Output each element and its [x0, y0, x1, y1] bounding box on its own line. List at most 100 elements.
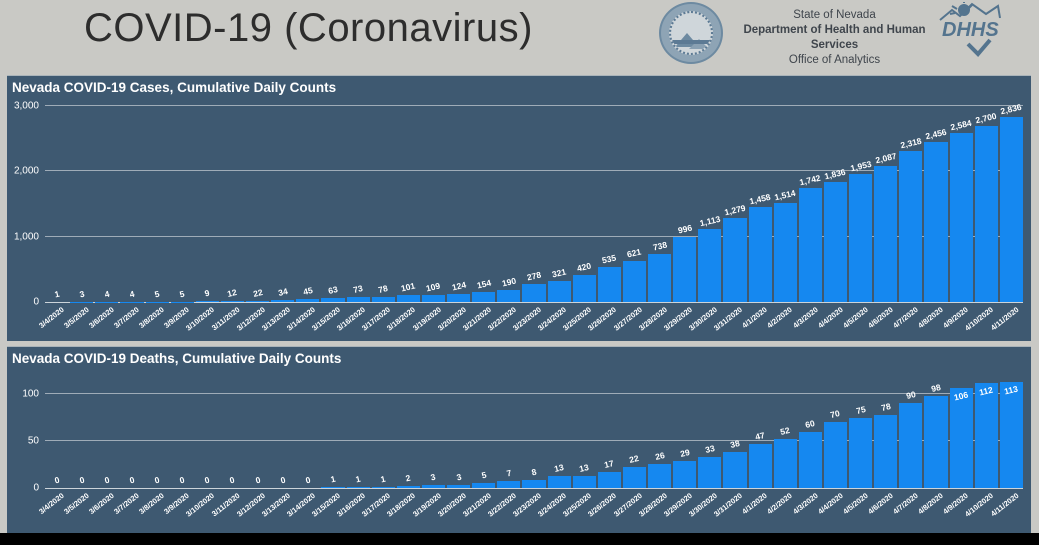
bar-slot: 5: [472, 377, 496, 488]
bar-3/27/2020[interactable]: [622, 467, 646, 488]
bar-3/17/2020[interactable]: [371, 487, 395, 488]
bar-4/2/2020[interactable]: [773, 439, 797, 488]
bar-value-label: 2,456: [924, 126, 948, 141]
bar-4/2/2020[interactable]: [773, 203, 797, 302]
bar-3/23/2020[interactable]: [522, 480, 546, 488]
bar-slot: 2,087: [874, 98, 898, 302]
bar-3/28/2020[interactable]: [648, 463, 672, 488]
bar-4/1/2020[interactable]: [748, 206, 772, 302]
bar-4/1/2020[interactable]: [748, 443, 772, 488]
bar-3/22/2020[interactable]: [497, 481, 521, 488]
bar-3/31/2020[interactable]: [723, 218, 747, 302]
gridline: [45, 105, 1023, 107]
bar-3/22/2020[interactable]: [497, 289, 521, 302]
cases-plot: 0 1,000 2,000 3,000 1 3 4 4 5 5 9 12 22 34 45 63 73 78 101…: [7, 98, 1031, 337]
bar-3/30/2020[interactable]: [698, 456, 722, 488]
bar-value-label: 9: [203, 288, 211, 299]
bar-4/11/2020[interactable]: [999, 381, 1023, 488]
bar-4/6/2020[interactable]: [874, 165, 898, 302]
date-slot: 4/11/2020: [989, 303, 1023, 337]
bar-3/25/2020[interactable]: [572, 475, 596, 488]
bar-slot: 109: [421, 98, 445, 302]
bar-slot: 996: [673, 98, 697, 302]
bar-3/15/2020[interactable]: [321, 297, 345, 302]
bar-4/6/2020[interactable]: [874, 414, 898, 488]
bar-3/11/2020[interactable]: [220, 301, 244, 302]
bar-4/11/2020[interactable]: [999, 116, 1023, 302]
bar-slot: 0: [171, 377, 194, 488]
bar-3/23/2020[interactable]: [522, 283, 546, 302]
bar-3/15/2020[interactable]: [321, 487, 345, 488]
bar-4/4/2020[interactable]: [823, 422, 847, 488]
bar-3/19/2020[interactable]: [421, 485, 445, 488]
bar-4/4/2020[interactable]: [823, 182, 847, 302]
bar-3/27/2020[interactable]: [622, 261, 646, 302]
bar-3/10/2020[interactable]: [195, 301, 219, 302]
bar-value-label: 3: [430, 471, 437, 483]
bar-value-label: 73: [352, 283, 364, 296]
bar-4/9/2020[interactable]: [949, 388, 973, 488]
bar-4/5/2020[interactable]: [849, 417, 873, 488]
bar-4/3/2020[interactable]: [798, 188, 822, 302]
bar-3/20/2020[interactable]: [447, 485, 471, 488]
bar-value-label: 5: [153, 288, 161, 300]
bar-3/24/2020[interactable]: [547, 281, 571, 302]
bar-4/7/2020[interactable]: [899, 403, 923, 488]
bar-3/26/2020[interactable]: [597, 267, 621, 302]
bottom-black-strip: [0, 533, 1039, 545]
bar-3/29/2020[interactable]: [673, 460, 697, 488]
bar-3/30/2020[interactable]: [698, 229, 722, 302]
bar-4/8/2020[interactable]: [924, 395, 948, 488]
bar-3/25/2020[interactable]: [572, 274, 596, 302]
bar-4/9/2020[interactable]: [949, 133, 973, 302]
bar-3/26/2020[interactable]: [597, 472, 621, 488]
bar-value-label: 34: [276, 285, 289, 298]
bar-3/28/2020[interactable]: [648, 253, 672, 302]
bar-4/8/2020[interactable]: [924, 141, 948, 302]
bar-value-label: 22: [628, 453, 641, 466]
bar-value-label: 26: [653, 449, 666, 462]
bar-4/10/2020[interactable]: [974, 125, 998, 302]
bar-value-label: 109: [425, 280, 442, 294]
bar-3/18/2020[interactable]: [396, 486, 420, 488]
bar-3/24/2020[interactable]: [547, 475, 571, 488]
bar-slot: 1,742: [798, 98, 822, 302]
bar-slot: 0: [95, 377, 118, 488]
bar-value-label: 0: [203, 474, 211, 486]
bar-value-label: 0: [304, 474, 312, 486]
bar-3/21/2020[interactable]: [472, 483, 496, 488]
bar-value-label: 190: [500, 275, 517, 289]
y-axis-tick-label: 0: [33, 482, 39, 494]
date-slot: 4/11/2020: [989, 489, 1023, 533]
bar-slot: 63: [321, 98, 345, 302]
bar-3/16/2020[interactable]: [346, 297, 370, 302]
bar-3/18/2020[interactable]: [396, 295, 420, 302]
bar-3/19/2020[interactable]: [421, 294, 445, 302]
bar-4/7/2020[interactable]: [899, 150, 923, 302]
bar-value-label: 1,742: [798, 172, 822, 188]
bar-value-label: 0: [178, 474, 186, 486]
bar-4/3/2020[interactable]: [798, 431, 822, 488]
bar-4/10/2020[interactable]: [974, 382, 998, 488]
bar-3/29/2020[interactable]: [673, 236, 697, 302]
bar-4/5/2020[interactable]: [849, 174, 873, 302]
bar-slot: 1: [346, 377, 370, 488]
bar-3/21/2020[interactable]: [472, 291, 496, 302]
bar-3/12/2020[interactable]: [246, 300, 270, 302]
bar-3/17/2020[interactable]: [371, 296, 395, 302]
bar-value-label: 738: [651, 239, 668, 253]
deaths-chart-panel: Nevada COVID-19 Deaths, Cumulative Daily…: [7, 346, 1031, 533]
y-axis-tick-label: 3,000: [13, 100, 39, 112]
bar-3/16/2020[interactable]: [346, 487, 370, 488]
bar-slot: 1: [371, 377, 395, 488]
bar-3/20/2020[interactable]: [447, 293, 471, 302]
bar-3/31/2020[interactable]: [723, 452, 747, 488]
bar-slot: 17: [597, 377, 621, 488]
bar-3/13/2020[interactable]: [271, 299, 295, 302]
bar-slot: 1,279: [723, 98, 747, 302]
bar-value-label: 535: [601, 252, 618, 266]
bar-value-label: 2,087: [874, 150, 898, 165]
bar-slot: 0: [221, 377, 244, 488]
bar-3/14/2020[interactable]: [296, 299, 320, 302]
